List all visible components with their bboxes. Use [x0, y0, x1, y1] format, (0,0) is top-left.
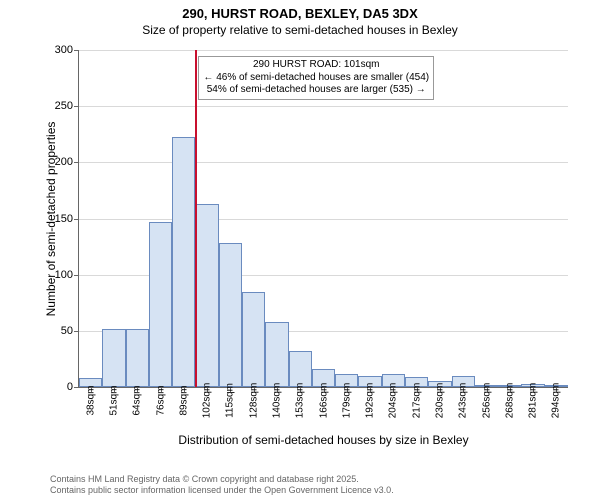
- y-tick-label: 250: [55, 100, 73, 112]
- chart-attribution: Contains HM Land Registry data © Crown c…: [50, 474, 394, 496]
- y-tick-label: 0: [67, 381, 73, 393]
- x-tick-label: 51sqm: [108, 385, 119, 415]
- x-tick-label: 38sqm: [85, 385, 96, 415]
- gridline: [79, 219, 568, 220]
- x-tick-label: 102sqm: [202, 383, 213, 419]
- x-tick-label: 243sqm: [458, 383, 469, 419]
- x-tick-label: 256sqm: [481, 383, 492, 419]
- x-tick-label: 64sqm: [132, 385, 143, 415]
- annotation-line: ← 46% of semi-detached houses are smalle…: [203, 72, 429, 85]
- histogram-bar: [126, 329, 149, 387]
- annotation-box: 290 HURST ROAD: 101sqm← 46% of semi-deta…: [198, 56, 434, 100]
- x-tick-label: 294sqm: [551, 383, 562, 419]
- y-tick: [74, 275, 79, 276]
- x-tick-label: 230sqm: [434, 383, 445, 419]
- x-tick-label: 89sqm: [178, 385, 189, 415]
- y-tick: [74, 162, 79, 163]
- y-tick: [74, 387, 79, 388]
- y-tick: [74, 50, 79, 51]
- y-tick: [74, 106, 79, 107]
- x-tick-label: 179sqm: [341, 383, 352, 419]
- reference-line: [195, 50, 197, 387]
- x-tick-label: 153sqm: [295, 383, 306, 419]
- gridline: [79, 162, 568, 163]
- histogram-chart: Number of semi-detached properties Distr…: [44, 48, 574, 428]
- x-tick-label: 192sqm: [365, 383, 376, 419]
- y-tick: [74, 331, 79, 332]
- histogram-bar: [265, 322, 288, 387]
- y-tick-label: 300: [55, 44, 73, 56]
- y-tick-label: 100: [55, 269, 73, 281]
- gridline: [79, 106, 568, 107]
- histogram-bar: [195, 204, 218, 387]
- x-tick-label: 166sqm: [318, 383, 329, 419]
- annotation-line: 54% of semi-detached houses are larger (…: [203, 84, 429, 97]
- histogram-bar: [242, 292, 265, 387]
- histogram-bar: [102, 329, 125, 387]
- y-tick-label: 200: [55, 156, 73, 168]
- x-tick-label: 76sqm: [155, 385, 166, 415]
- x-axis-title: Distribution of semi-detached houses by …: [178, 433, 468, 447]
- x-tick-label: 115sqm: [225, 383, 236, 418]
- histogram-bar: [289, 351, 312, 387]
- x-tick-label: 217sqm: [411, 383, 422, 419]
- histogram-bar: [172, 137, 195, 388]
- y-tick: [74, 219, 79, 220]
- annotation-line: 290 HURST ROAD: 101sqm: [203, 59, 429, 72]
- x-tick-label: 281sqm: [528, 383, 539, 419]
- x-tick-label: 140sqm: [271, 383, 282, 419]
- x-tick-label: 128sqm: [248, 383, 259, 419]
- plot-area: Number of semi-detached properties Distr…: [78, 50, 568, 388]
- gridline: [79, 50, 568, 51]
- y-tick-label: 50: [61, 325, 73, 337]
- x-tick-label: 204sqm: [388, 383, 399, 419]
- page-title: 290, HURST ROAD, BEXLEY, DA5 3DX: [0, 6, 600, 21]
- footer-line: Contains public sector information licen…: [50, 485, 394, 496]
- page-subtitle: Size of property relative to semi-detach…: [0, 23, 600, 37]
- x-tick-label: 268sqm: [504, 383, 515, 419]
- y-tick-label: 150: [55, 213, 73, 225]
- footer-line: Contains HM Land Registry data © Crown c…: [50, 474, 394, 485]
- histogram-bar: [219, 243, 242, 387]
- histogram-bar: [149, 222, 172, 387]
